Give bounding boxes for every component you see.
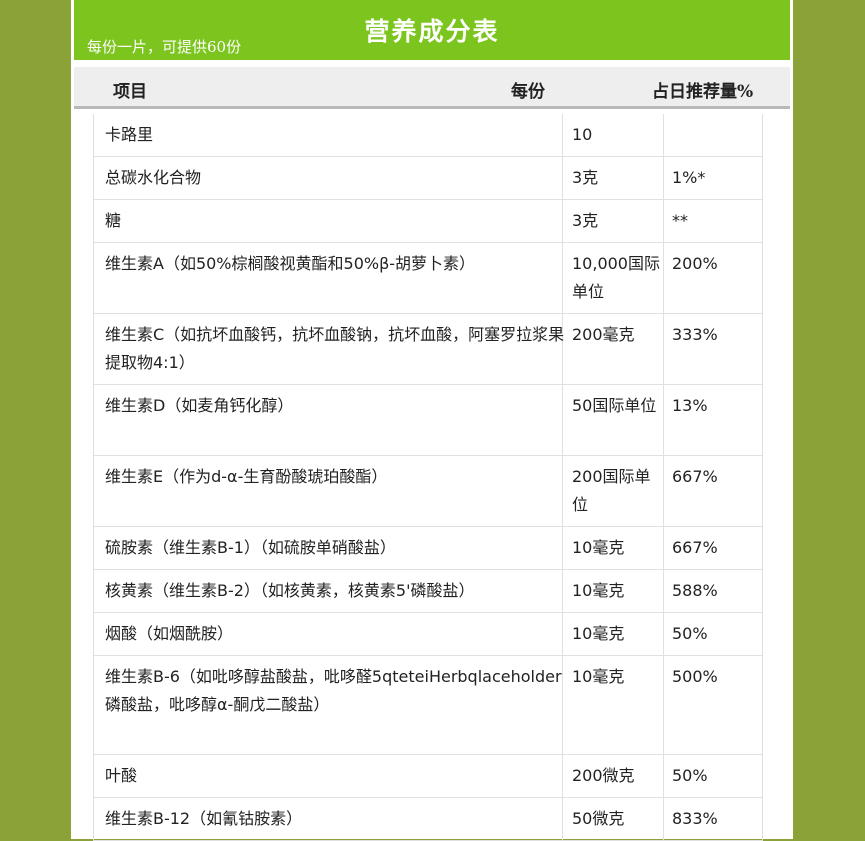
- nutrient-daily-value: 667%: [672, 538, 718, 557]
- nutrient-daily-value: 1%*: [672, 168, 706, 187]
- nutrient-daily-value: 50%: [672, 624, 708, 643]
- nutrient-amount: 200国际单位: [572, 467, 651, 514]
- table-row: 总碳水化合物 3克 1%*: [94, 157, 762, 200]
- page-title: 营养成分表: [364, 17, 500, 46]
- nutrient-name: 维生素D（如麦角钙化醇）: [105, 396, 294, 415]
- nutrient-name: 维生素E（作为d-α-生育酚酸琥珀酸酯）: [105, 467, 388, 486]
- nutrient-amount: 10毫克: [572, 581, 625, 600]
- nutrient-amount: 10,000国际单位: [572, 254, 660, 301]
- nutrient-name: 卡路里: [105, 125, 154, 144]
- table-row: 维生素A（如50%棕榈酸视黄酯和50%β-胡萝卜素） 10,000国际单位 20…: [94, 243, 762, 314]
- nutrient-amount: 10毫克: [572, 624, 625, 643]
- table-row: 糖 3克 **: [94, 200, 762, 243]
- nutrient-daily-value: 200%: [672, 254, 718, 273]
- table-row: 维生素C（如抗坏血酸钙，抗坏血酸钠，抗坏血酸，阿塞罗拉浆果提取物4:1） 200…: [94, 314, 762, 385]
- nutrient-daily-value: 50%: [672, 766, 708, 785]
- nutrient-name: 核黄素（维生素B-2）（如核黄素，核黄素5'磷酸盐）: [105, 581, 475, 600]
- serving-info: 每份一片，可提供60份: [87, 38, 242, 56]
- nutrient-amount: 3克: [572, 168, 599, 187]
- nutrient-name: 糖: [105, 211, 122, 230]
- nutrition-table: 卡路里 10 总碳水化合物 3克 1%* 糖 3克 ** 维生素A（如50%棕榈…: [93, 114, 763, 841]
- nutrient-amount: 10毫克: [572, 667, 625, 686]
- nutrient-name: 叶酸: [105, 766, 138, 785]
- table-row: 核黄素（维生素B-2）（如核黄素，核黄素5'磷酸盐） 10毫克 588%: [94, 570, 762, 613]
- table-header: 项目 每份 占日推荐量%: [74, 67, 790, 109]
- table-row: 烟酸（如烟酰胺） 10毫克 50%: [94, 613, 762, 656]
- nutrient-daily-value: 333%: [672, 325, 718, 344]
- column-header-daily-value: 占日推荐量%: [652, 82, 754, 102]
- nutrient-amount: 200微克: [572, 766, 635, 785]
- nutrient-amount: 10毫克: [572, 538, 625, 557]
- nutrient-daily-value: 833%: [672, 809, 718, 828]
- nutrient-name: 维生素B-12（如氰钴胺素）: [105, 809, 303, 828]
- table-row: 维生素B-12（如氰钴胺素） 50微克 833%: [94, 798, 762, 841]
- nutrient-daily-value: **: [672, 211, 688, 230]
- column-header-per-serving: 每份: [511, 82, 545, 102]
- nutrient-amount: 50国际单位: [572, 396, 657, 415]
- nutrient-name: 维生素C（如抗坏血酸钙，抗坏血酸钠，抗坏血酸，阿塞罗拉浆果提取物4:1）: [105, 325, 565, 372]
- nutrient-name: 烟酸（如烟酰胺）: [105, 624, 234, 643]
- nutrient-name: 维生素B-6（如吡哆醇盐酸盐，吡哆醛5qteteiHerbqlaceholder…: [105, 667, 562, 714]
- table-row: 维生素D（如麦角钙化醇） 50国际单位 13%: [94, 385, 762, 456]
- header-banner: 营养成分表 每份一片，可提供60份: [74, 0, 790, 60]
- nutrient-amount: 200毫克: [572, 325, 635, 344]
- nutrient-amount: 3克: [572, 211, 599, 230]
- nutrient-daily-value: 13%: [672, 396, 708, 415]
- nutrient-name: 硫胺素（维生素B-1）（如硫胺单硝酸盐）: [105, 538, 396, 557]
- table-row: 叶酸 200微克 50%: [94, 755, 762, 798]
- column-header-item: 项目: [113, 82, 147, 102]
- nutrient-amount: 50微克: [572, 809, 625, 828]
- nutrient-daily-value: 500%: [672, 667, 718, 686]
- nutrient-amount: 10: [572, 125, 593, 144]
- nutrient-daily-value: 588%: [672, 581, 718, 600]
- nutrient-daily-value: 667%: [672, 467, 718, 486]
- table-row: 硫胺素（维生素B-1）（如硫胺单硝酸盐） 10毫克 667%: [94, 527, 762, 570]
- nutrient-name: 总碳水化合物: [105, 168, 202, 187]
- nutrient-name: 维生素A（如50%棕榈酸视黄酯和50%β-胡萝卜素）: [105, 254, 476, 273]
- nutrition-panel: 营养成分表 每份一片，可提供60份 项目 每份 占日推荐量% 卡路里 10 总碳…: [71, 0, 793, 841]
- table-row: 维生素E（作为d-α-生育酚酸琥珀酸酯） 200国际单位 667%: [94, 456, 762, 527]
- table-row: 维生素B-6（如吡哆醇盐酸盐，吡哆醛5qteteiHerbqlaceholder…: [94, 656, 762, 755]
- table-row: 卡路里 10: [94, 114, 762, 157]
